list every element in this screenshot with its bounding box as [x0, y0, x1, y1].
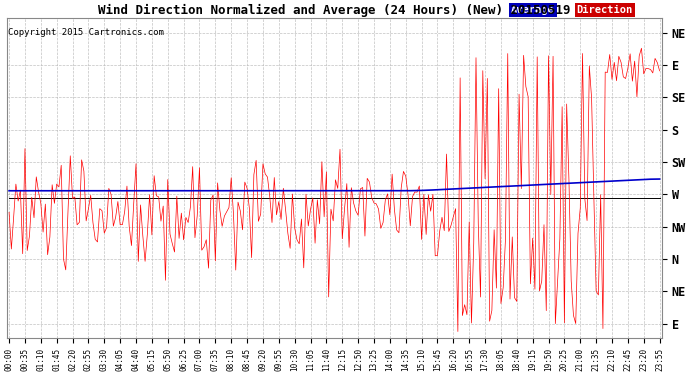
- Text: Direction: Direction: [577, 5, 633, 15]
- Text: Copyright 2015 Cartronics.com: Copyright 2015 Cartronics.com: [8, 28, 164, 37]
- Title: Wind Direction Normalized and Average (24 Hours) (New) 20150519: Wind Direction Normalized and Average (2…: [98, 4, 571, 17]
- Text: Average: Average: [511, 5, 555, 15]
